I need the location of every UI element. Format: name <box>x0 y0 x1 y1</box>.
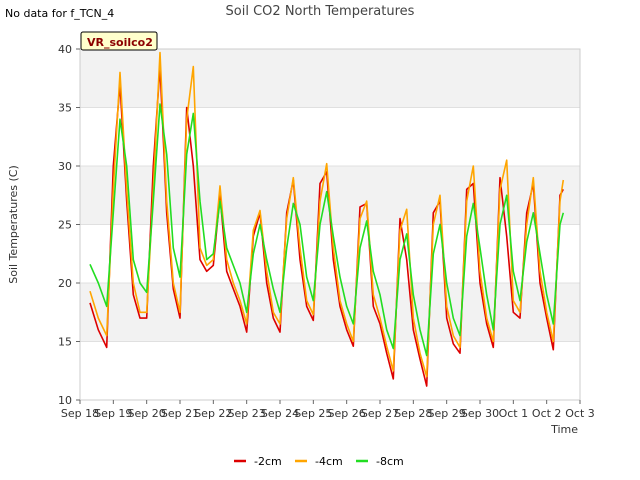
series-line--8cm <box>89 103 565 357</box>
legend-label: -2cm <box>254 455 282 468</box>
x-tick-label: Sep 25 <box>294 407 332 420</box>
band <box>80 283 580 342</box>
x-tick-label: Sep 29 <box>428 407 466 420</box>
y-axis-label: Soil Temperatures (C) <box>7 165 20 284</box>
y-tick-label: 30 <box>58 160 72 173</box>
x-tick-label: Oct 3 <box>565 407 595 420</box>
x-tick-label: Oct 1 <box>499 407 529 420</box>
x-tick-label: Sep 30 <box>461 407 499 420</box>
series-lines <box>89 51 565 387</box>
x-tick-label: Sep 19 <box>94 407 132 420</box>
series-line--4cm <box>89 51 565 378</box>
badge-box <box>80 31 158 51</box>
y-tick-label: 10 <box>58 394 72 407</box>
y-tick-label: 15 <box>58 336 72 349</box>
x-tick-label: Sep 26 <box>328 407 366 420</box>
x-tick-label: Sep 20 <box>128 407 166 420</box>
legend-label: -4cm <box>315 455 343 468</box>
chart-title: Soil CO2 North Temperatures <box>226 4 415 19</box>
band <box>80 49 580 108</box>
y-tick-label: 40 <box>58 43 72 56</box>
y-tick-label: 35 <box>58 102 72 115</box>
x-tick-label: Sep 21 <box>161 407 199 420</box>
x-tick-label: Sep 22 <box>194 407 232 420</box>
y-tick-label: 25 <box>58 219 72 232</box>
no-data-note: No data for f_TCN_4 <box>5 7 115 20</box>
station-badge: VR_soilco2 <box>80 31 158 51</box>
legend-label: -8cm <box>376 455 404 468</box>
y-tick-label: 20 <box>58 277 72 290</box>
x-tick-label: Sep 28 <box>394 407 432 420</box>
x-tick-label: Sep 24 <box>261 407 299 420</box>
background-bands <box>80 49 580 342</box>
badge-label: VR_soilco2 <box>87 36 153 49</box>
x-tick-label: Oct 2 <box>532 407 562 420</box>
x-tick-label: Sep 23 <box>228 407 266 420</box>
y-axis-ticks: 10 15 20 25 30 35 40 <box>58 43 80 407</box>
x-tick-label: Sep 18 <box>61 407 99 420</box>
x-tick-label: Sep 27 <box>361 407 399 420</box>
x-axis-label: Time <box>550 423 578 436</box>
legend: -2cm -4cm -8cm <box>234 455 404 468</box>
